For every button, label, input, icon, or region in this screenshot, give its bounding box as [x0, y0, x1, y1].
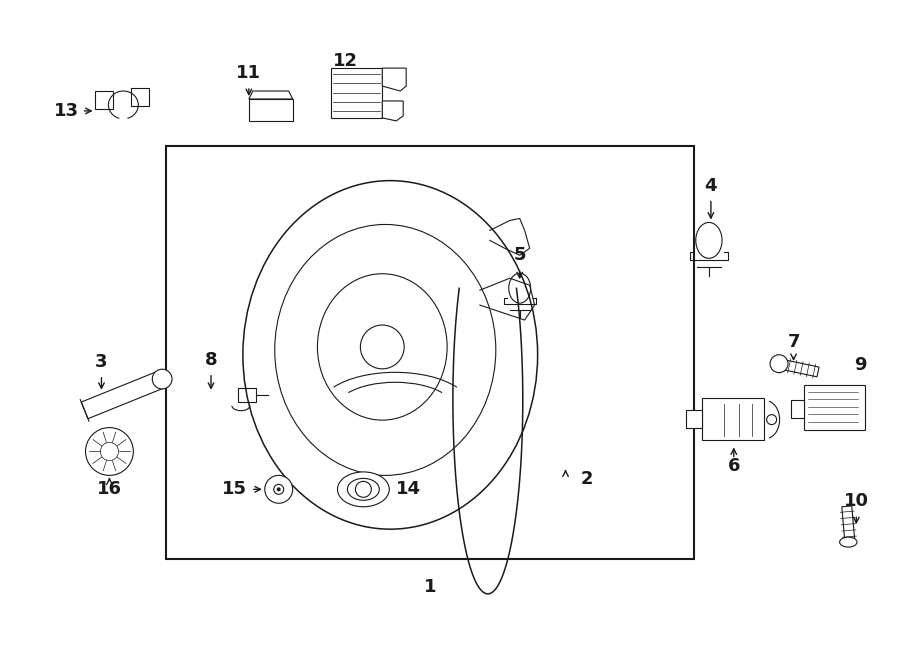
Text: 9: 9: [854, 356, 867, 374]
Circle shape: [265, 475, 292, 503]
Bar: [95, 91, 113, 109]
Text: 16: 16: [97, 481, 122, 498]
Text: 5: 5: [514, 246, 526, 264]
Text: 1: 1: [424, 578, 436, 596]
Bar: [248, 99, 292, 121]
Circle shape: [767, 414, 777, 424]
Bar: [702, 398, 764, 440]
Text: 3: 3: [95, 353, 108, 371]
Bar: [686, 410, 702, 428]
Text: 12: 12: [333, 52, 358, 70]
Text: 15: 15: [222, 481, 248, 498]
Text: 8: 8: [204, 351, 217, 369]
Circle shape: [770, 355, 788, 373]
Text: 14: 14: [396, 481, 420, 498]
Polygon shape: [382, 68, 406, 91]
Text: 4: 4: [705, 177, 717, 195]
Circle shape: [356, 481, 372, 497]
Ellipse shape: [152, 369, 172, 389]
Ellipse shape: [840, 537, 857, 547]
Bar: [804, 385, 865, 430]
Polygon shape: [842, 506, 855, 542]
Bar: [166, 146, 694, 559]
Circle shape: [86, 428, 133, 475]
Polygon shape: [248, 91, 292, 99]
Text: 2: 2: [580, 471, 593, 489]
Bar: [330, 68, 382, 118]
Bar: [238, 388, 256, 402]
Bar: [790, 400, 804, 418]
Text: 10: 10: [844, 493, 868, 510]
Text: 13: 13: [54, 102, 79, 120]
Text: 6: 6: [727, 457, 740, 475]
Text: 7: 7: [788, 333, 800, 351]
Polygon shape: [778, 359, 819, 377]
Polygon shape: [382, 101, 403, 121]
Circle shape: [274, 485, 284, 495]
Circle shape: [276, 487, 281, 491]
Ellipse shape: [338, 472, 390, 506]
Text: 11: 11: [237, 64, 261, 82]
Bar: [131, 88, 149, 106]
